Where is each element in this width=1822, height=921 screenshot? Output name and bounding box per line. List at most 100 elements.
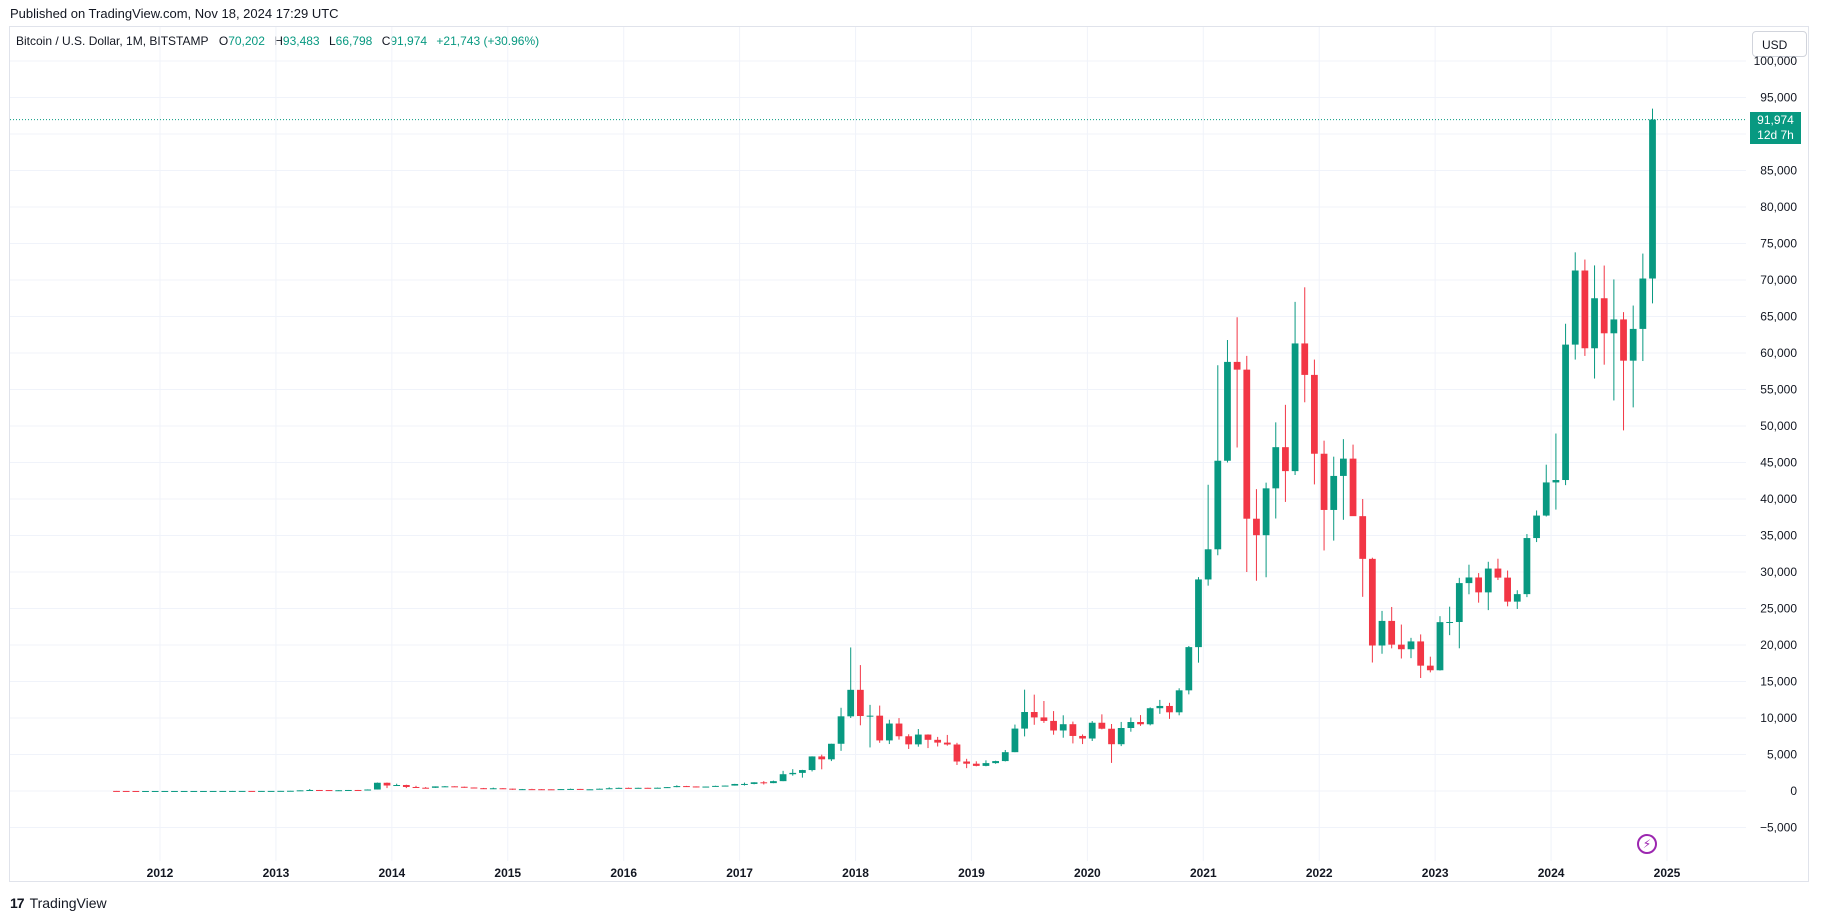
candle-body (1021, 712, 1028, 729)
close-value: 91,974 (390, 34, 428, 48)
candle (779, 770, 787, 782)
candle (895, 718, 903, 740)
candle (924, 734, 932, 749)
candle (712, 785, 719, 787)
candle-body (934, 739, 942, 743)
x-tick-label: 2017 (726, 866, 753, 880)
candle (885, 719, 893, 745)
candle-body (267, 790, 275, 792)
candle-body (924, 734, 932, 740)
candle-body (1253, 518, 1260, 536)
candle-body (1620, 319, 1627, 361)
candle (402, 784, 410, 789)
candle (1417, 634, 1425, 678)
candle-body (122, 790, 130, 792)
candle-body (1088, 722, 1096, 739)
candle-body (634, 787, 642, 789)
candle-body (905, 736, 913, 745)
candle (325, 790, 333, 792)
candle (460, 786, 468, 788)
candle (1378, 610, 1386, 654)
candle (567, 788, 574, 790)
candle-body (1446, 622, 1454, 624)
candle (1494, 558, 1502, 581)
candle-body (1224, 361, 1231, 461)
candle-body (1523, 538, 1531, 595)
candle (856, 665, 864, 726)
candle-body (963, 761, 971, 764)
candle (1436, 616, 1444, 671)
candle-body (1340, 458, 1347, 476)
candle-body (277, 790, 285, 792)
price-axis: 100,000 95,000 85,000 80,000 75,000 70,000 65,… (1754, 54, 1798, 835)
candle (113, 790, 120, 792)
lightning-bolt-icon[interactable]: ⚡ (1637, 834, 1657, 854)
candle (1513, 590, 1521, 610)
candle (1214, 365, 1222, 556)
candle-body (325, 790, 333, 792)
candle-body (1146, 708, 1154, 725)
candle-body (151, 790, 159, 792)
candle-body (1552, 480, 1560, 483)
candle-body (596, 788, 603, 790)
candle-body (383, 782, 391, 786)
candle (1291, 301, 1299, 475)
candle-body (1301, 343, 1309, 375)
candle (1040, 700, 1048, 723)
candle (1388, 606, 1396, 649)
candle (741, 782, 748, 786)
candle (1542, 464, 1550, 517)
candle (1166, 702, 1173, 719)
candle-body (538, 789, 545, 791)
candle-body (1455, 583, 1463, 623)
candle (1330, 456, 1338, 541)
candle (296, 790, 304, 792)
candle (992, 760, 999, 764)
candle-body (828, 743, 835, 760)
candle-body (1417, 641, 1425, 666)
candle-body (799, 770, 806, 773)
candle-body (499, 788, 507, 790)
candle-body (1320, 453, 1328, 510)
candle-body (335, 790, 343, 792)
y-tick-label: 75,000 (1760, 237, 1797, 251)
last-price-value: 91,974 (1757, 113, 1794, 127)
y-tick-label: 40,000 (1760, 492, 1797, 506)
candle (1088, 721, 1096, 741)
candle-body (248, 790, 256, 792)
candle (229, 790, 236, 792)
candle (760, 781, 768, 785)
candle-body (1108, 728, 1115, 745)
candle-body (847, 689, 855, 717)
candle (142, 790, 149, 792)
candle-body (1040, 717, 1048, 721)
candle (151, 790, 159, 792)
candle-body (1011, 728, 1019, 753)
candle-body (1127, 722, 1135, 729)
currency-button[interactable]: USD (1752, 31, 1807, 57)
candle (1059, 715, 1067, 738)
candle-body (1175, 690, 1183, 713)
candle (528, 788, 536, 791)
y-tick-label: 95,000 (1760, 91, 1797, 105)
candle-body (721, 785, 729, 787)
candle-body (953, 744, 961, 762)
candle-body (1639, 278, 1647, 329)
candle-body (702, 786, 710, 788)
x-tick-label: 2015 (494, 866, 521, 880)
candle (1146, 707, 1154, 726)
candle (422, 787, 430, 789)
candle-body (480, 788, 487, 790)
candle-body (451, 786, 459, 788)
candle (1368, 557, 1376, 663)
candle (770, 780, 777, 784)
candle-body (1513, 594, 1521, 602)
candle-body (1610, 319, 1618, 334)
candle-body (1001, 752, 1009, 762)
x-tick-label: 2020 (1074, 866, 1101, 880)
candle (219, 790, 227, 792)
candle (828, 743, 835, 762)
y-tick-label: 100,000 (1754, 54, 1798, 68)
candle-body (789, 772, 797, 775)
